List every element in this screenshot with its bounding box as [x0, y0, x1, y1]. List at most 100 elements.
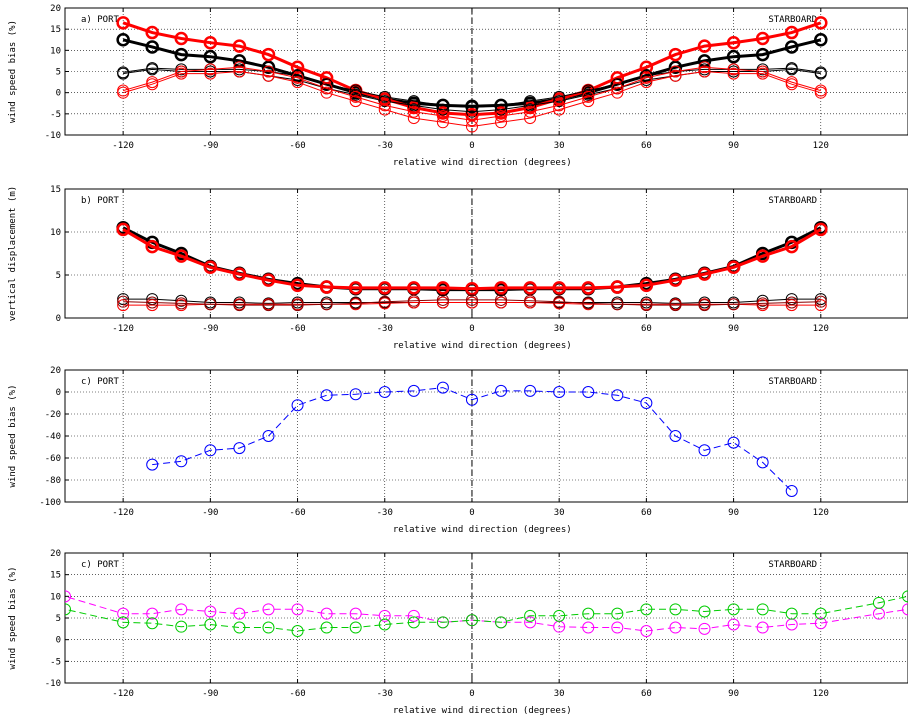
data-point — [175, 67, 188, 80]
x-tick-label: -90 — [202, 141, 218, 151]
panel-a: -120 -90 -60 -30 0 30 60 90 120 -10 -5 0 5 10 15 20 rela… — [8, 4, 908, 168]
data-point — [436, 103, 449, 116]
data-point — [261, 60, 276, 75]
data-point — [582, 386, 595, 398]
plot-area — [116, 220, 828, 312]
data-point — [233, 621, 246, 634]
data-point — [726, 260, 741, 275]
data-point — [233, 299, 246, 312]
panel-label: a) PORT — [81, 15, 120, 25]
data-point — [582, 297, 595, 310]
data-point — [814, 293, 827, 306]
data-point — [698, 299, 711, 312]
x-tick-label: -120 — [112, 324, 134, 334]
data-point — [146, 607, 159, 620]
data-point — [785, 607, 798, 620]
data-point — [610, 280, 625, 294]
y-tick-label: 20 — [50, 549, 61, 559]
data-point — [553, 103, 566, 116]
data-point — [524, 105, 537, 118]
data-point — [407, 609, 420, 622]
starboard-label: STARBOARD — [768, 15, 817, 25]
data-point — [902, 590, 908, 603]
data-point — [785, 78, 798, 91]
data-point — [814, 33, 828, 47]
data-point — [320, 82, 333, 95]
data-point — [117, 299, 130, 312]
data-point — [640, 299, 653, 312]
x-tick-label: -90 — [202, 324, 218, 334]
data-point — [465, 105, 478, 118]
data-point — [582, 90, 595, 103]
data-point — [117, 607, 130, 620]
data-point — [785, 296, 798, 309]
y-tick-label: 15 — [50, 185, 61, 195]
x-axis-label: relative wind direction (degrees) — [393, 525, 572, 535]
data-point — [175, 620, 188, 633]
data-point — [378, 90, 391, 103]
data-point — [697, 39, 712, 53]
data-point — [407, 105, 420, 118]
data-point — [116, 16, 130, 30]
plot-frame — [64, 188, 908, 319]
y-tick-label: -100 — [39, 498, 61, 508]
data-point — [698, 622, 711, 635]
data-point — [30, 602, 41, 613]
x-tick-label: 30 — [554, 324, 565, 334]
data-point — [436, 281, 450, 295]
data-point — [407, 112, 420, 125]
data-point — [726, 49, 741, 64]
data-point — [814, 617, 827, 630]
x-tick-label: 120 — [813, 689, 829, 699]
data-point — [465, 101, 478, 114]
y-tick-label: 20 — [50, 4, 61, 14]
y-tick-label: 5 — [56, 614, 61, 624]
data-point — [204, 67, 217, 80]
data-point — [175, 603, 188, 616]
x-tick-label: -30 — [377, 689, 393, 699]
data-point — [611, 82, 624, 95]
data-point — [582, 621, 595, 634]
data-point — [349, 95, 362, 108]
y-tick-label: 10 — [50, 592, 61, 602]
data-point — [232, 39, 247, 53]
data-point — [378, 386, 391, 398]
data-point — [436, 109, 449, 122]
x-tick-label: -60 — [289, 689, 305, 699]
data-point — [65, 603, 71, 616]
data-point — [524, 384, 537, 397]
data-point — [640, 71, 653, 84]
data-point — [465, 296, 478, 309]
data-point — [203, 49, 218, 64]
data-point — [116, 222, 130, 237]
data-point — [116, 33, 130, 47]
data-point — [291, 603, 304, 616]
data-point — [232, 267, 247, 281]
data-point — [349, 607, 362, 620]
data-point — [495, 293, 508, 306]
data-point — [727, 67, 740, 80]
x-tick-label: 60 — [641, 324, 652, 334]
panel-label: b) PORT — [81, 196, 120, 206]
data-point — [611, 86, 624, 99]
data-point — [524, 609, 537, 622]
data-point — [261, 273, 276, 287]
data-point — [553, 99, 566, 112]
data-point — [291, 399, 304, 412]
series-line-4 — [123, 302, 821, 306]
panel-b: -120 -90 -60 -30 0 30 60 90 120 0 5 10 15 relative wi… — [8, 185, 908, 351]
x-tick-label: 120 — [813, 141, 829, 151]
data-point — [233, 607, 246, 620]
data-point — [262, 430, 275, 442]
data-point — [495, 103, 508, 116]
series-line-5 — [123, 299, 821, 306]
data-point — [640, 625, 653, 637]
data-point — [233, 65, 246, 78]
data-point — [553, 609, 566, 622]
data-point — [465, 293, 478, 306]
data-point — [668, 60, 683, 75]
data-point — [639, 278, 654, 293]
y-tick-label: 10 — [50, 228, 61, 238]
data-point — [698, 605, 711, 618]
